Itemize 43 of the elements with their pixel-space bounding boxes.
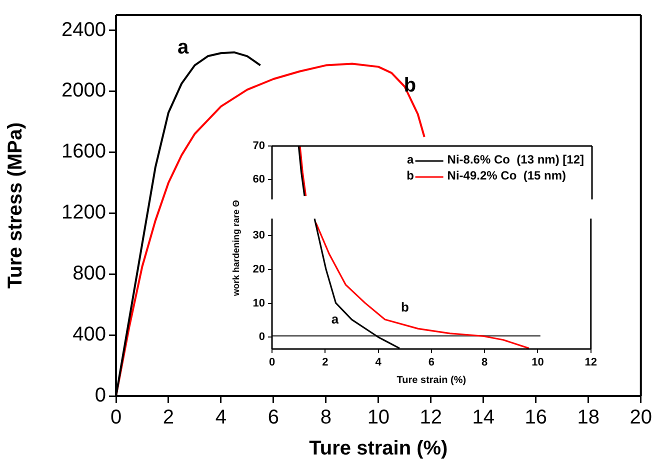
- annotation: b: [406, 168, 414, 182]
- y-axis-title: work hardening rare Θ: [231, 200, 241, 296]
- x-tick-label: 4: [375, 356, 382, 369]
- x-tick-label: 2: [162, 406, 174, 429]
- y-tick-label: 2000: [62, 80, 106, 102]
- annotation: a: [177, 36, 190, 59]
- y-tick-label: 10: [252, 297, 265, 310]
- x-tick-label: 20: [630, 406, 652, 429]
- y-tick-label: 0: [94, 384, 106, 407]
- x-axis-title: Ture strain (%): [309, 438, 448, 460]
- annotation: a: [406, 152, 414, 166]
- y-tick-label: 1200: [62, 202, 106, 224]
- annotation: b: [401, 300, 410, 315]
- y-tick-label: 20: [252, 263, 265, 276]
- y-tick-label: 0: [258, 331, 265, 344]
- annotation: a: [331, 312, 340, 327]
- x-tick-label: 12: [584, 356, 598, 369]
- legend-label: Ni-8.6% Co (13 nm) [12]: [447, 152, 584, 166]
- y-tick-label: 400: [72, 324, 106, 346]
- y-tick-label: 70: [252, 140, 265, 152]
- y-tick-label: 800: [72, 262, 106, 285]
- x-tick-label: 12: [420, 406, 442, 429]
- annotation: b: [404, 74, 416, 97]
- x-tick-label: 4: [215, 406, 227, 429]
- x-tick-label: 0: [110, 406, 122, 429]
- y-tick-label: 2400: [62, 18, 106, 41]
- x-tick-label: 2: [322, 356, 328, 369]
- y-tick-label: 60: [252, 173, 265, 186]
- x-tick-label: 16: [524, 406, 548, 429]
- legend-label: Ni-49.2% Co (15 nm): [447, 168, 566, 182]
- x-axis-title: Ture strain (%): [396, 374, 466, 386]
- x-tick-label: 8: [320, 406, 332, 429]
- x-tick-label: 10: [532, 356, 544, 369]
- y-axis-title: Ture stress (MPa): [4, 122, 27, 289]
- x-tick-label: 10: [367, 406, 390, 429]
- x-tick-label: 18: [577, 406, 600, 429]
- x-tick-label: 6: [428, 356, 435, 369]
- x-tick-label: 14: [472, 406, 495, 429]
- x-tick-label: 0: [268, 356, 276, 369]
- x-tick-label: 6: [268, 406, 280, 429]
- y-tick-label: 30: [252, 230, 265, 242]
- y-tick-label: 1600: [62, 140, 106, 163]
- x-tick-label: 8: [482, 356, 488, 369]
